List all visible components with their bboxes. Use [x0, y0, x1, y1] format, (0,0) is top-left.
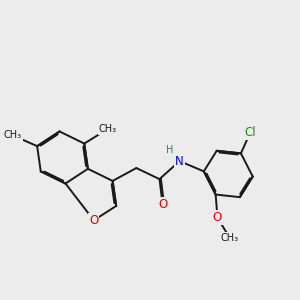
- Text: CH₃: CH₃: [98, 124, 116, 134]
- Text: Cl: Cl: [244, 126, 256, 139]
- Text: CH₃: CH₃: [4, 130, 22, 140]
- Text: O: O: [213, 211, 222, 224]
- Text: O: O: [158, 198, 167, 211]
- Text: H: H: [166, 145, 173, 155]
- Text: CH₃: CH₃: [220, 232, 238, 243]
- Text: O: O: [89, 214, 98, 227]
- Text: N: N: [175, 154, 184, 168]
